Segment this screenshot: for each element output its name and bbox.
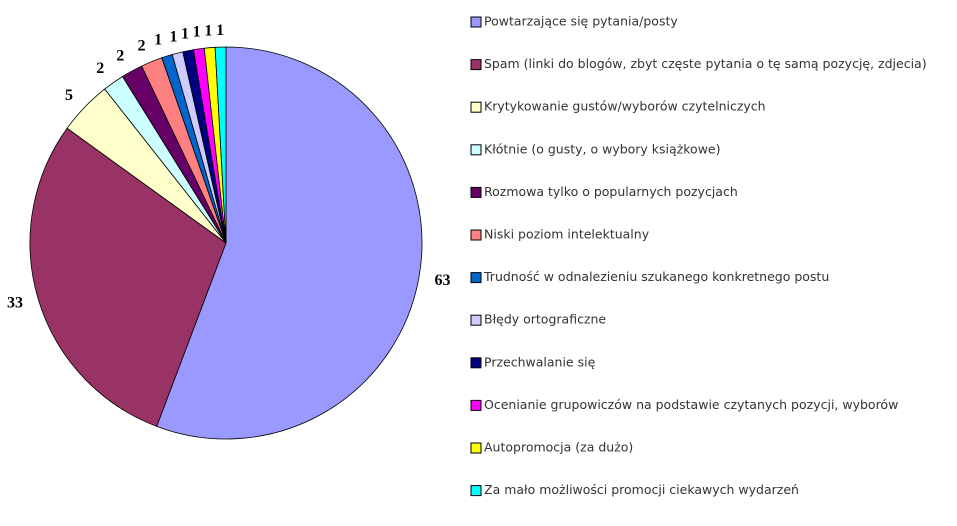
data-label: 1 bbox=[170, 28, 178, 45]
legend-label: Krytykowanie gustów/wyborów czytelniczyc… bbox=[484, 99, 766, 114]
pie-slice bbox=[214, 46, 227, 244]
legend-label: Niski poziom intelektualny bbox=[484, 227, 650, 242]
legend-label: Trudność w odnalezieniu szukanego konkre… bbox=[483, 269, 829, 284]
legend-swatch bbox=[470, 485, 482, 497]
pie-slice bbox=[29, 127, 227, 427]
legend-label: Kłótnie (o gusty, o wybory książkowe) bbox=[484, 141, 720, 156]
legend-label: Ocenianie grupowiczów na podstawie czyta… bbox=[484, 397, 898, 412]
data-label: 63 bbox=[435, 272, 451, 289]
legend-label: Rozmowa tylko o popularnych pozycjach bbox=[484, 184, 738, 199]
data-label: 1 bbox=[181, 26, 189, 43]
legend-swatch bbox=[470, 314, 482, 326]
legend-label: Spam (linki do blogów, zbyt częste pytan… bbox=[484, 56, 927, 71]
data-label: 1 bbox=[193, 24, 201, 41]
data-label: 2 bbox=[96, 60, 104, 77]
legend-swatch bbox=[470, 59, 482, 71]
legend-swatch bbox=[470, 144, 482, 156]
legend-swatch bbox=[470, 357, 482, 369]
legend-label: Powtarzające się pytania/posty bbox=[484, 14, 678, 29]
data-label: 33 bbox=[7, 295, 23, 312]
legend-label: Autopromocja (za dużo) bbox=[484, 440, 633, 455]
data-label: 2 bbox=[138, 38, 146, 55]
data-label: 1 bbox=[204, 22, 212, 39]
legend-swatch bbox=[470, 442, 482, 454]
legend-swatch bbox=[470, 186, 482, 198]
legend-label: Za mało możliwości promocji ciekawych wy… bbox=[484, 482, 799, 497]
legend-swatch bbox=[470, 229, 482, 241]
pie-slice bbox=[156, 46, 423, 440]
legend-swatch bbox=[470, 272, 482, 284]
legend-swatch bbox=[470, 399, 482, 411]
data-label: 2 bbox=[116, 48, 124, 65]
legend-label: Błędy ortograficzne bbox=[484, 312, 606, 327]
legend-swatch bbox=[470, 101, 482, 113]
data-label: 1 bbox=[216, 22, 224, 39]
legend-swatch bbox=[470, 16, 482, 28]
legend-label: Przechwalanie się bbox=[484, 354, 596, 369]
data-label: 1 bbox=[154, 32, 162, 49]
data-label: 5 bbox=[65, 87, 73, 104]
